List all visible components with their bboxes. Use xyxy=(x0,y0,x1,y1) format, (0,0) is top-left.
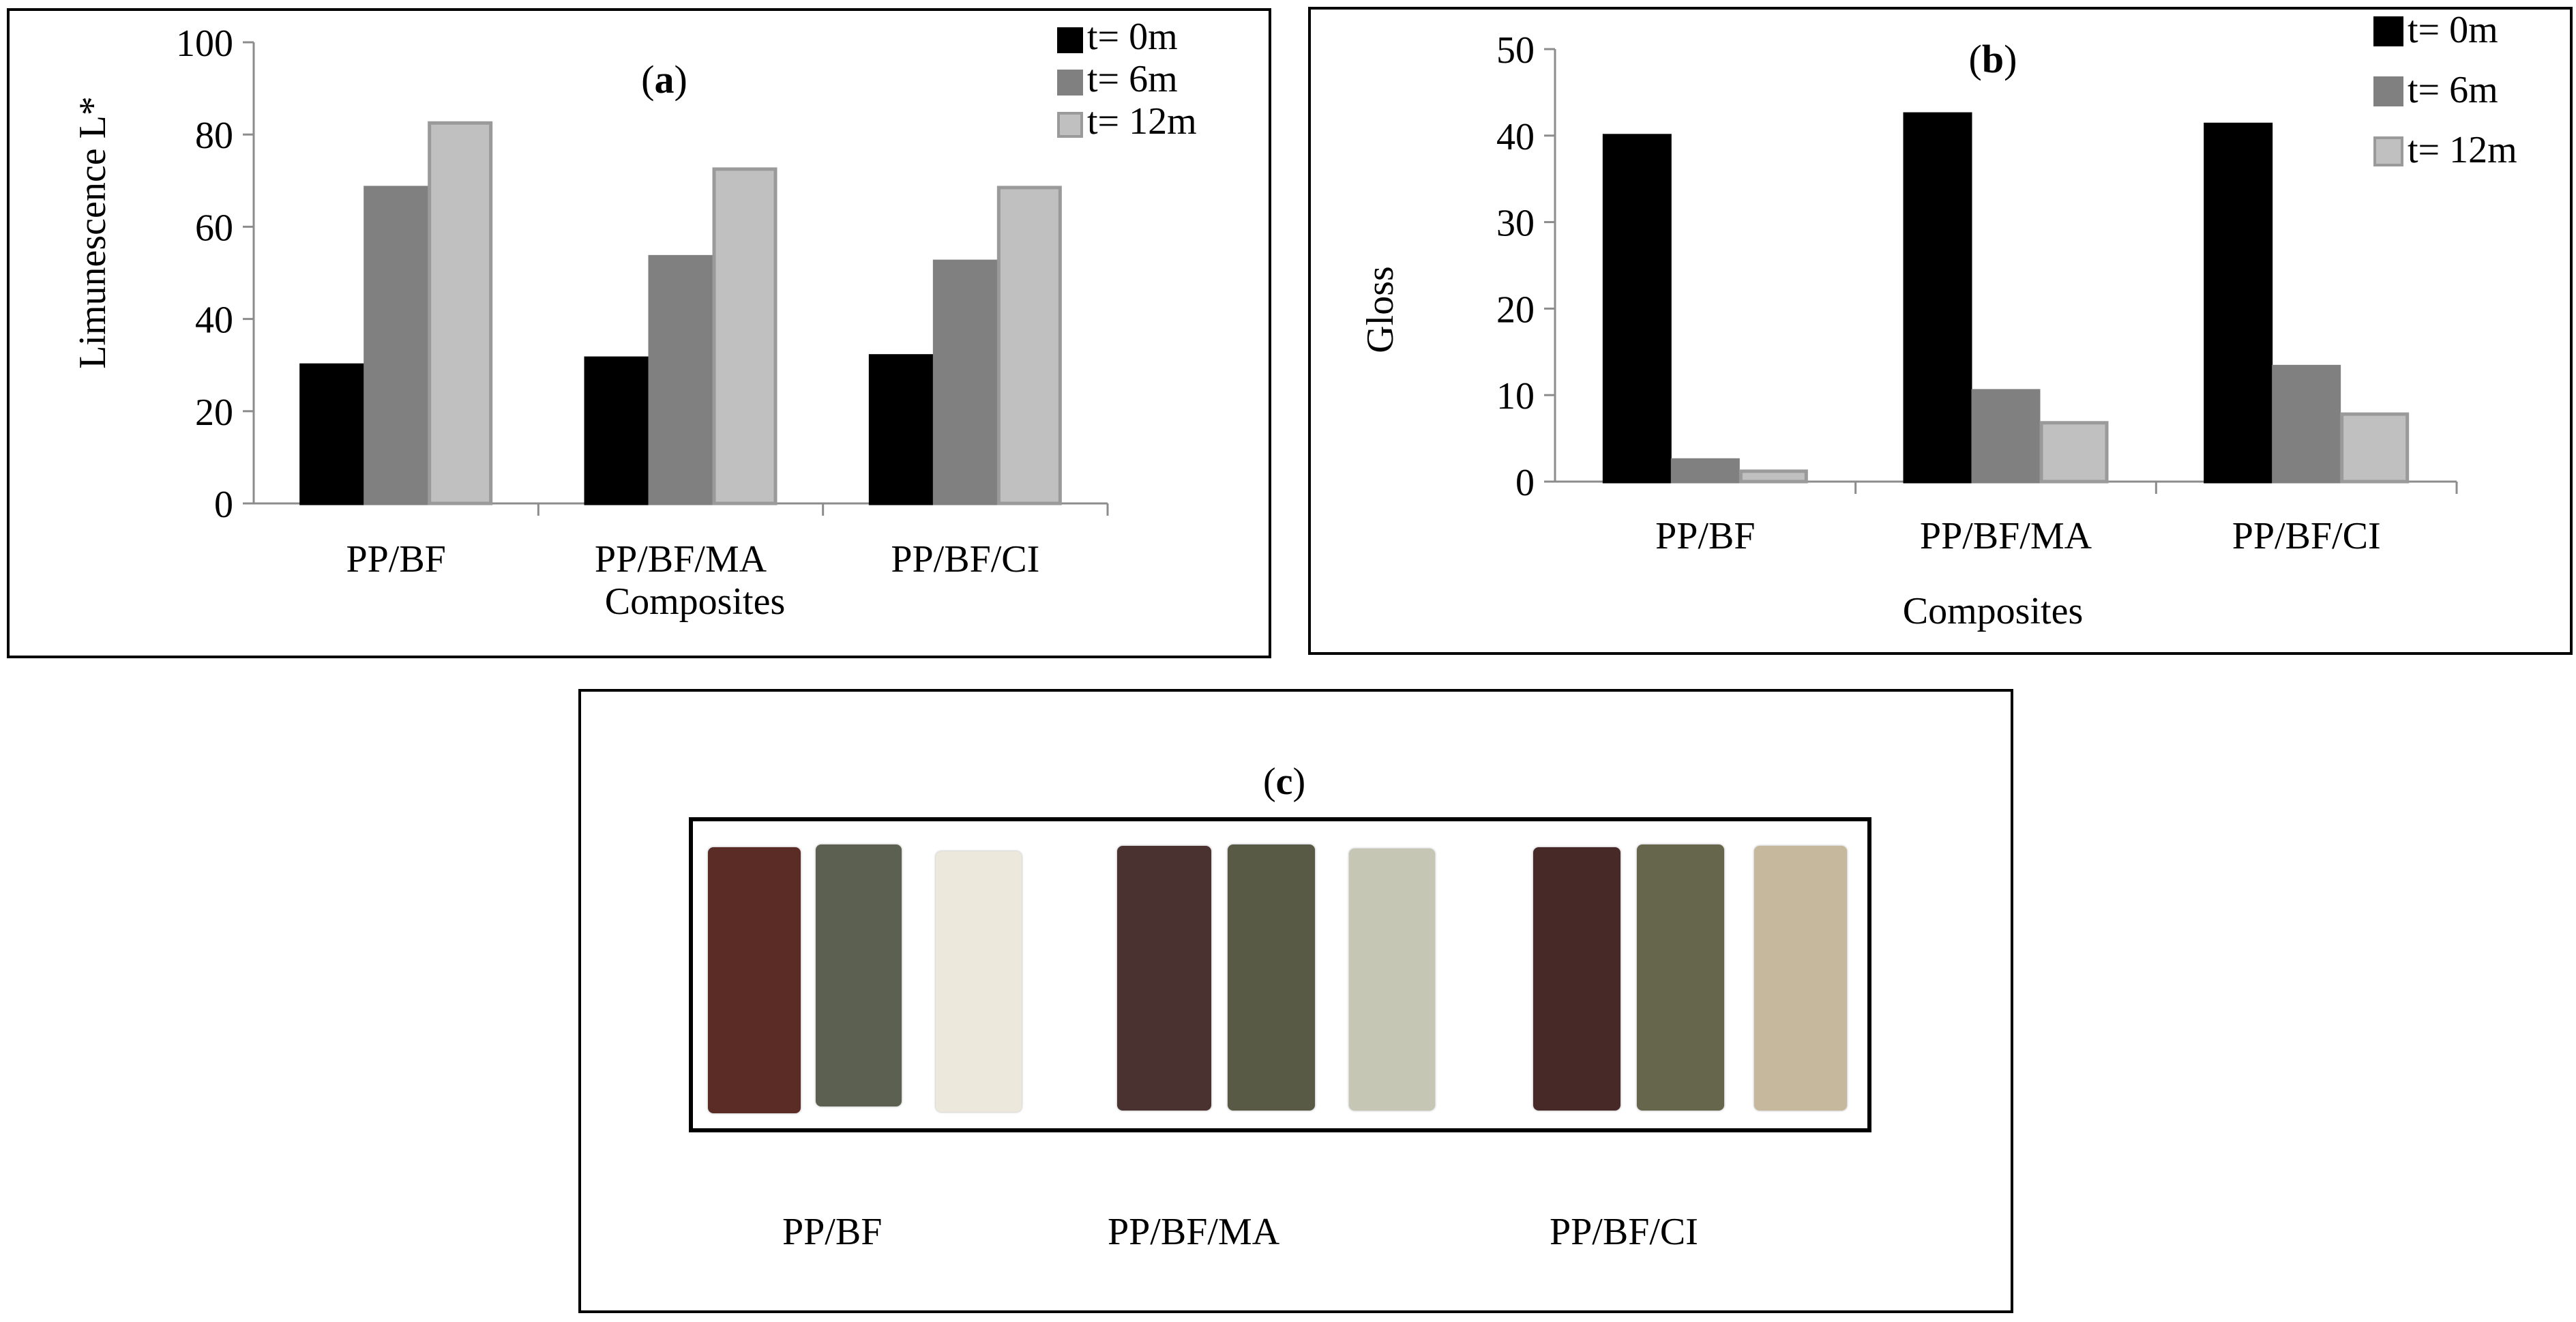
bar-pp-bf-ma-t-6m xyxy=(648,254,713,505)
bar-pp-bf-t-12m xyxy=(1738,469,1808,484)
legend-swatch-t-0m xyxy=(1057,27,1083,53)
sample-strip-ppbfma-6m xyxy=(1228,844,1315,1111)
y-tick-label: 40 xyxy=(195,299,233,342)
luminescence-chart: 0 20 40 60 80 100 PP/BF PP/BF/MA PP/BF/CI Composi… xyxy=(72,16,1197,623)
bar-pp-bf-ci-t-6m xyxy=(932,259,998,505)
legend-swatch-t-12m xyxy=(1057,112,1083,138)
panel-title: (a) xyxy=(641,57,687,102)
sample-strip-ppbfci-12m xyxy=(1754,846,1847,1111)
gloss-chart: 0 10 20 30 40 50 PP/BF PP/BF/MA PP/BF/CI Composit… xyxy=(1359,9,2517,632)
x-axis-title: Composites xyxy=(605,581,785,623)
legend-label-t-6m: t= 6m xyxy=(1087,58,1178,100)
y-tick-label: 0 xyxy=(214,484,233,526)
x-category-label: PP/BF xyxy=(1655,515,1755,557)
sample-photo-frame xyxy=(689,817,1871,1132)
sample-strip-ppbfci-6m xyxy=(1637,844,1724,1111)
legend-label-t-0m: t= 0m xyxy=(2408,10,2498,51)
legend-swatch-t-6m xyxy=(2373,76,2403,106)
bar-pp-bf-ci-t-6m xyxy=(2272,364,2341,484)
bar-pp-bf-t-6m xyxy=(1670,458,1740,484)
legend-label-t-0m: t= 0m xyxy=(1087,16,1178,58)
legend-label-t-12m: t= 12m xyxy=(1087,100,1197,143)
x-category-label: PP/BF/MA xyxy=(1920,515,2092,557)
y-tick-label: 80 xyxy=(195,115,233,157)
chart-panel-b: 0 10 20 30 40 50 PP/BF PP/BF/MA PP/BF/CI Composit… xyxy=(1308,7,2573,655)
y-tick-label: 60 xyxy=(195,207,233,249)
y-tick-label: 30 xyxy=(1496,203,1535,245)
y-axis-title: Gloss xyxy=(1359,266,1402,353)
legend-swatch-t-12m xyxy=(2373,136,2403,166)
bar-pp-bf-t-0m xyxy=(1602,134,1672,484)
panel-c-label-ppbfma: PP/BF/MA xyxy=(1108,1211,1280,1253)
y-tick-label: 10 xyxy=(1496,375,1535,417)
bar-pp-bf-ma-t-0m xyxy=(1903,112,1972,484)
panel-c-label-ppbfci: PP/BF/CI xyxy=(1550,1211,1698,1253)
y-tick-label: 20 xyxy=(1496,289,1535,331)
panel-title: (b) xyxy=(1969,37,2017,81)
sample-strip-ppbf-6m xyxy=(816,844,902,1106)
bar-pp-bf-ci-t-0m xyxy=(2204,122,2273,484)
panel-c-title: (c) xyxy=(1263,761,1306,803)
y-axis-title: Limunescence L* xyxy=(72,96,114,369)
legend-swatch-t-6m xyxy=(1057,70,1083,96)
sample-strip-ppbfma-12m xyxy=(1349,849,1435,1111)
y-tick-label: 0 xyxy=(1515,462,1535,504)
y-tick-label: 20 xyxy=(195,392,233,434)
bar-pp-bf-t-12m xyxy=(428,121,493,505)
bar-pp-bf-ma-t-0m xyxy=(584,356,649,505)
bar-pp-bf-ma-t-12m xyxy=(712,167,778,505)
bar-pp-bf-t-0m xyxy=(299,363,365,505)
y-tick-label: 40 xyxy=(1496,116,1535,158)
y-tick-label: 50 xyxy=(1496,29,1535,72)
x-category-label: PP/BF/CI xyxy=(2232,515,2381,557)
photo-panel-c: (c) PP/BF PP/BF/MA PP/BF/CI xyxy=(578,689,2013,1313)
x-category-label: PP/BF/MA xyxy=(595,538,767,581)
chart-panel-a: 0 20 40 60 80 100 PP/BF PP/BF/MA PP/BF/CI Composi… xyxy=(7,8,1271,658)
x-axis-title: Composites xyxy=(1903,590,2083,632)
sample-strip-ppbf-12m xyxy=(936,851,1022,1112)
x-category-label: PP/BF/CI xyxy=(891,538,1039,581)
sample-strip-ppbf-0m xyxy=(708,847,801,1113)
x-category-label: PP/BF xyxy=(346,538,445,581)
legend-label-t-6m: t= 6m xyxy=(2408,69,2498,111)
sample-strip-ppbfma-0m xyxy=(1117,846,1211,1111)
bar-pp-bf-ma-t-6m xyxy=(1971,389,2041,484)
bar-pp-bf-ci-t-12m xyxy=(2340,412,2410,484)
panel-c-label-ppbf: PP/BF xyxy=(782,1211,883,1253)
y-tick-label: 100 xyxy=(176,23,233,65)
legend-swatch-t-0m xyxy=(2373,16,2403,46)
bar-pp-bf-ma-t-12m xyxy=(2039,421,2109,484)
bar-pp-bf-ci-t-12m xyxy=(996,186,1062,505)
bar-pp-bf-t-6m xyxy=(364,186,429,505)
sample-strip-ppbfci-0m xyxy=(1533,847,1620,1111)
legend-label-t-12m: t= 12m xyxy=(2408,129,2517,171)
bar-pp-bf-ci-t-0m xyxy=(868,354,934,505)
